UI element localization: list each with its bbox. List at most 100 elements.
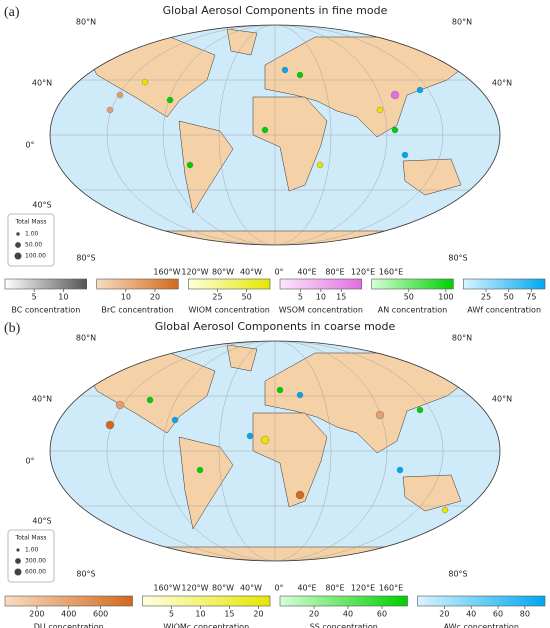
colorbar bbox=[371, 278, 454, 290]
lat-label: 0° bbox=[25, 141, 34, 150]
legend-marker bbox=[14, 252, 22, 260]
legend-marker bbox=[14, 568, 22, 576]
sites-a bbox=[106, 66, 424, 169]
colorbar-label: AWf concentration bbox=[467, 306, 541, 315]
legend-marker bbox=[15, 558, 21, 564]
colorbar bbox=[279, 595, 408, 607]
lat-label: 80°S bbox=[76, 570, 95, 579]
colorbar-tick-label: 60 bbox=[377, 610, 387, 619]
colorbar bbox=[96, 278, 179, 290]
colorbar-label: WIOMc concentration bbox=[163, 623, 249, 628]
lon-label: 80°E bbox=[325, 584, 344, 593]
colorbar-tick-label: 10 bbox=[121, 293, 131, 302]
panel-label: (b) bbox=[4, 321, 21, 336]
lat-label: 40°N bbox=[32, 79, 52, 88]
lat-label: 40°S bbox=[32, 517, 51, 526]
lon-label: 80°E bbox=[325, 268, 344, 277]
lon-label: 160°W bbox=[153, 268, 180, 277]
lon-label: 40°W bbox=[240, 584, 262, 593]
lon-label: 160°E bbox=[379, 584, 403, 593]
legend-label: 300.00 bbox=[25, 558, 46, 565]
colorbar bbox=[4, 278, 87, 290]
lat-label: 80°S bbox=[76, 254, 95, 263]
sites-b bbox=[105, 386, 449, 514]
lon-label: 0° bbox=[274, 584, 283, 593]
colorbar-tick-label: 20 bbox=[253, 610, 263, 619]
lon-label: 40°W bbox=[240, 268, 262, 277]
lon-label: 120°W bbox=[181, 268, 208, 277]
colorbar bbox=[279, 278, 362, 290]
panel-title: Global Aerosol Components in coarse mode bbox=[155, 320, 396, 333]
legend-label: 50.00 bbox=[25, 242, 42, 249]
colorbar bbox=[417, 595, 546, 607]
colorbar-tick-label: 5 bbox=[169, 610, 174, 619]
colorbar-tick-label: 200 bbox=[29, 610, 44, 619]
colorbar-tick-label: 100 bbox=[438, 293, 453, 302]
colorbar-label: SS concentration bbox=[310, 623, 378, 628]
legend-marker bbox=[15, 242, 21, 248]
lon-label: 160°W bbox=[153, 584, 180, 593]
legend-label: 1.00 bbox=[25, 547, 39, 554]
colorbar-tick-label: 20 bbox=[309, 610, 319, 619]
legend-label: 1.00 bbox=[25, 231, 39, 238]
colorbar-label: BC concentration bbox=[11, 306, 80, 315]
colorbar bbox=[4, 595, 133, 607]
lon-label: 120°E bbox=[351, 584, 375, 593]
colorbar-label: BrC concentration bbox=[101, 306, 173, 315]
lat-label: 40°N bbox=[32, 395, 52, 404]
lon-label: 120°W bbox=[181, 584, 208, 593]
colorbar-label: AWc concentration bbox=[444, 623, 519, 628]
colorbar-tick-label: 5 bbox=[32, 293, 37, 302]
lat-label: 40°S bbox=[32, 201, 51, 210]
colorbar-tick-label: 15 bbox=[224, 610, 234, 619]
colorbar-tick-label: 25 bbox=[212, 293, 222, 302]
colorbar-tick-label: 20 bbox=[150, 293, 160, 302]
panel-title: Global Aerosol Components in fine mode bbox=[163, 4, 388, 17]
colorbar-tick-label: 50 bbox=[242, 293, 252, 302]
colorbar-tick-label: 10 bbox=[195, 610, 205, 619]
colorbar-label: AN concentration bbox=[378, 306, 447, 315]
lon-label: 40°E bbox=[297, 584, 316, 593]
lat-label: 80°N bbox=[452, 334, 472, 343]
colorbar-tick-label: 40 bbox=[343, 610, 353, 619]
colorbar-tick-label: 10 bbox=[316, 293, 326, 302]
colorbar-tick-label: 15 bbox=[336, 293, 346, 302]
lon-label: 120°E bbox=[351, 268, 375, 277]
lat-label: 80°N bbox=[452, 18, 472, 27]
legend-marker bbox=[16, 232, 20, 236]
lat-label: 80°S bbox=[448, 254, 467, 263]
lat-label: 40°N bbox=[492, 79, 512, 88]
colorbar-tick-label: 400 bbox=[61, 610, 76, 619]
lon-label: 80°W bbox=[212, 268, 234, 277]
colorbar bbox=[463, 278, 546, 290]
colorbar bbox=[142, 595, 271, 607]
lon-label: 0° bbox=[274, 268, 283, 277]
colorbar-tick-label: 25 bbox=[481, 293, 491, 302]
panel-label: (a) bbox=[4, 5, 20, 20]
map-a bbox=[45, 25, 505, 250]
colorbar-tick-label: 50 bbox=[404, 293, 414, 302]
legend-label: 600.00 bbox=[25, 569, 46, 576]
legend-title: Total Mass bbox=[14, 219, 46, 226]
colorbar-tick-label: 10 bbox=[58, 293, 68, 302]
colorbar-tick-label: 80 bbox=[520, 610, 530, 619]
lat-label: 80°S bbox=[448, 570, 467, 579]
colorbar-tick-label: 50 bbox=[504, 293, 514, 302]
lon-label: 80°W bbox=[212, 584, 234, 593]
legend-label: 100.00 bbox=[25, 253, 46, 260]
colorbar-label: WIOM concentration bbox=[188, 306, 269, 315]
colorbar-tick-label: 600 bbox=[93, 610, 108, 619]
map-b bbox=[45, 341, 505, 566]
colorbar-tick-label: 20 bbox=[439, 610, 449, 619]
colorbar-tick-label: 75 bbox=[526, 293, 536, 302]
colorbar-tick-label: 60 bbox=[493, 610, 503, 619]
colorbar-label: WSOM concentration bbox=[279, 306, 363, 315]
colorbar-tick-label: 40 bbox=[466, 610, 476, 619]
colorbar-label: DU concentration bbox=[34, 623, 104, 628]
lat-label: 80°N bbox=[76, 18, 96, 27]
legend-marker bbox=[16, 548, 20, 552]
colorbar-tick-label: 5 bbox=[298, 293, 303, 302]
lat-label: 80°N bbox=[76, 334, 96, 343]
lon-label: 40°E bbox=[297, 268, 316, 277]
